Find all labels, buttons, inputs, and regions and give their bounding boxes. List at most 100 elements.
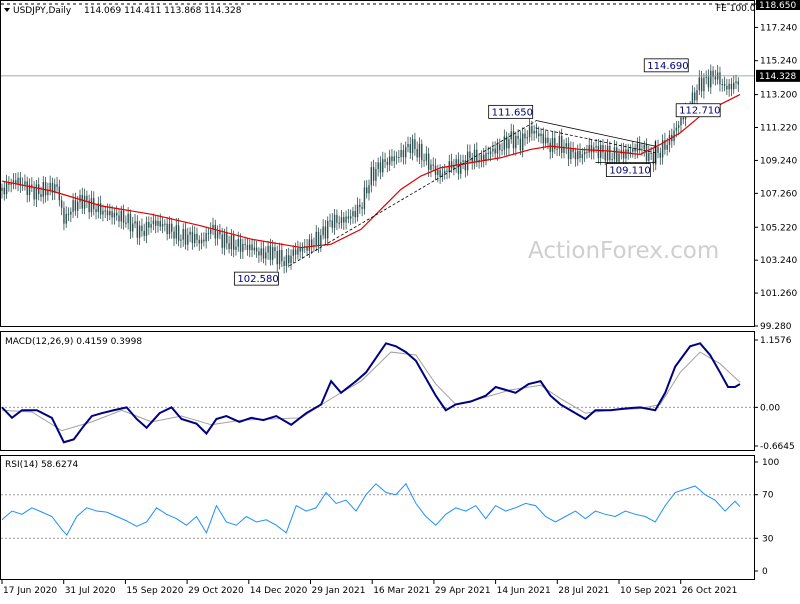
candle-body [416, 149, 418, 158]
candle-body [88, 200, 90, 213]
candle-body [301, 247, 304, 252]
annotation-label: 102.580 [237, 274, 278, 285]
date-tick-label: 14 Jun 2021 [497, 586, 551, 596]
candle-body [74, 200, 77, 211]
candle-body [347, 216, 350, 219]
candle-body [618, 153, 620, 162]
candle-body [632, 148, 634, 152]
candle-body [386, 161, 389, 165]
candle-body [345, 216, 347, 223]
candle-body [310, 239, 313, 247]
date-tick-label: 10 Sep 2021 [620, 586, 677, 596]
candle-body [180, 239, 182, 241]
candle-body [558, 135, 561, 149]
annotation-box [643, 58, 689, 73]
candle-body [583, 151, 586, 155]
macd-title: MACD(12,26,9) 0.4159 0.3998 [5, 337, 142, 347]
candle-body [33, 187, 35, 200]
fe-label: FE 100.0 [716, 4, 756, 14]
candle-body [542, 133, 545, 144]
candle-body [150, 224, 152, 228]
candle-body [294, 249, 297, 255]
candle-body [370, 167, 372, 186]
candle-body [505, 136, 508, 149]
macd-tick-label: 0.00 [760, 403, 780, 413]
candle-body [581, 154, 584, 158]
candle-body [161, 224, 164, 227]
candle-body [193, 233, 196, 244]
candle-body [109, 211, 111, 216]
candle-body [95, 209, 97, 212]
candle-body [691, 92, 694, 109]
candle-body [625, 149, 627, 159]
candle-body [352, 211, 354, 217]
candle-body [567, 143, 570, 160]
candle-body [336, 214, 338, 223]
rsi-title: RSI(14) 58.6274 [5, 460, 78, 470]
candle-body [698, 77, 701, 91]
candle-body [395, 156, 398, 158]
candle-body [315, 231, 317, 246]
candle-body [26, 181, 28, 196]
candle-body [544, 137, 547, 144]
trendline-support [289, 120, 536, 267]
candle-body [694, 92, 696, 101]
price-tick-label: 107.260 [760, 189, 797, 199]
candle-body [10, 183, 12, 185]
candle-body [703, 77, 705, 92]
candle-body [563, 146, 565, 153]
candle-body [83, 195, 86, 209]
candle-body [15, 180, 17, 184]
candle-body [210, 229, 212, 234]
candle-body [705, 76, 707, 78]
candle-body [246, 244, 249, 250]
candle-body [207, 233, 210, 235]
candle-body [171, 223, 173, 232]
candle-body [283, 261, 285, 266]
candle-body [519, 138, 522, 151]
annotation-box [675, 103, 721, 118]
candle-body [636, 143, 639, 152]
candle-body [141, 225, 143, 231]
candle-body [333, 214, 336, 228]
candle-body [177, 225, 180, 241]
dropdown-arrow-icon[interactable] [4, 8, 10, 12]
annotation-box [488, 104, 534, 119]
macd-tick-label: 1.1576 [760, 336, 792, 346]
candle-body [232, 235, 235, 250]
candle-body [551, 138, 554, 152]
candle-body [723, 83, 726, 86]
candle-body [602, 145, 604, 153]
candle-body [281, 250, 283, 262]
candle-body [499, 144, 501, 151]
price-tick-label: 115.240 [760, 57, 797, 67]
candle-body [260, 248, 262, 256]
candle-body [72, 200, 74, 212]
candle-body [79, 194, 81, 202]
candle-body [512, 131, 515, 149]
candle-body [590, 145, 593, 153]
macd-line [1, 342, 741, 444]
candle-body [570, 148, 572, 160]
candle-body [242, 244, 244, 252]
macd-layer [1, 342, 754, 444]
price-tick-label: 105.220 [760, 223, 797, 233]
candle-body [606, 145, 609, 161]
candle-body [586, 151, 588, 153]
candle-body [682, 117, 684, 120]
price-tick-label: 111.220 [760, 124, 797, 134]
candle-body [411, 139, 414, 153]
candle-body [595, 146, 597, 148]
candle-body [439, 170, 441, 177]
candle-body [712, 70, 714, 77]
triangle-mid [535, 127, 656, 154]
candle-body [237, 239, 239, 247]
rsi-tick-label: 100 [762, 458, 779, 468]
candle-body [455, 159, 457, 166]
candle-body [331, 220, 334, 228]
candle-body [728, 83, 730, 90]
candle-body [508, 139, 510, 149]
triangle-upper [535, 119, 656, 147]
candle-body [226, 233, 228, 244]
